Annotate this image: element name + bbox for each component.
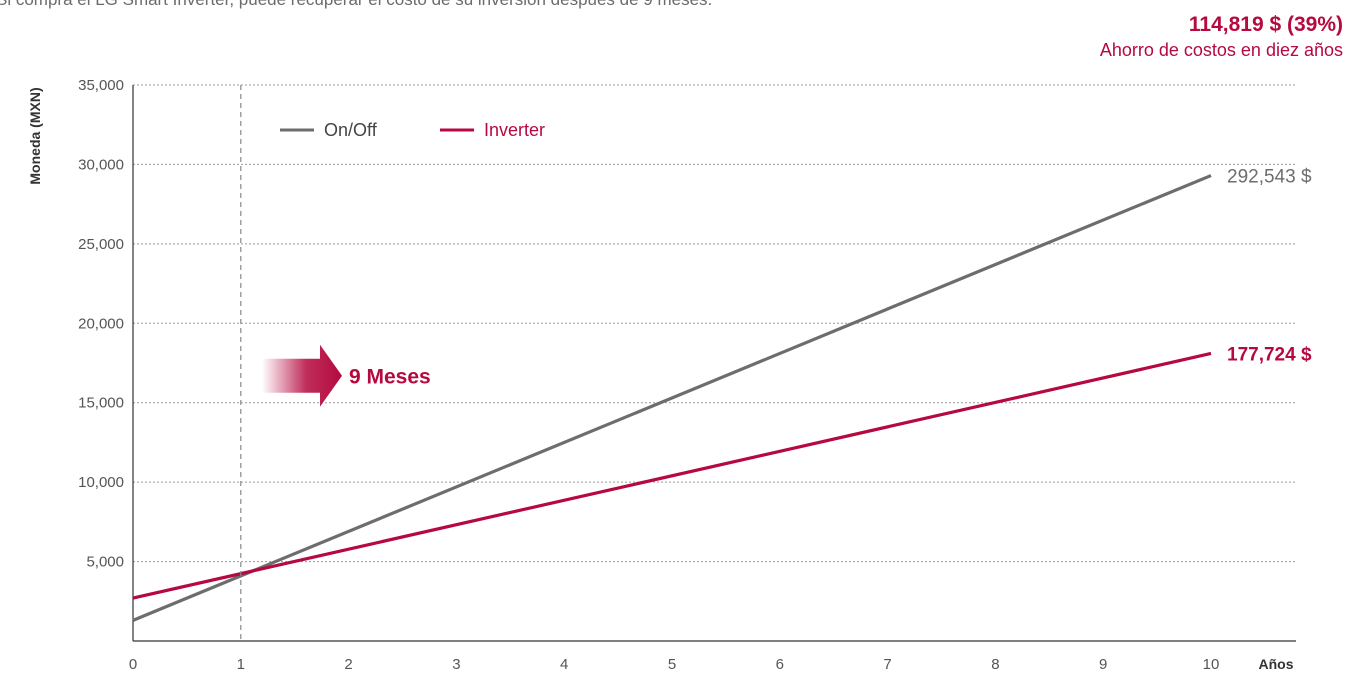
x-tick-label: 8	[991, 656, 999, 673]
savings-label: Ahorro de costos en diez años	[1099, 40, 1343, 60]
x-tick-label: 6	[776, 656, 784, 673]
x-tick-label: 7	[883, 656, 891, 673]
series-end-label: 177,724 $	[1227, 344, 1312, 365]
y-tick-label: 20,000	[78, 315, 124, 332]
y-axis-title: Moneda (MXN)	[27, 87, 43, 184]
x-tick-label: 10	[1203, 656, 1220, 673]
savings-callout: 114,819 $ (39%) Ahorro de costos en diez…	[1100, 12, 1343, 62]
y-tick-label: 25,000	[78, 236, 124, 253]
x-tick-label: 5	[668, 656, 676, 673]
x-tick-label: 3	[452, 656, 460, 673]
series-end-label: 292,543 $	[1227, 167, 1312, 188]
legend-label: Inverter	[484, 120, 545, 140]
y-tick-label: 5,000	[86, 554, 124, 571]
arrow-icon	[262, 344, 342, 407]
x-axis-title: Años	[1259, 656, 1294, 672]
grid-layer	[133, 84, 1296, 563]
y-tick-label: 10,000	[78, 474, 124, 491]
legend-layer: On/Off Inverter	[280, 120, 545, 140]
series-line-on-off	[132, 174, 1212, 622]
y-tick-label: 15,000	[78, 395, 124, 412]
x-tick-label: 4	[560, 656, 568, 673]
x-tick-label: 9	[1099, 656, 1107, 673]
annotation-layer: 9 Meses	[240, 85, 431, 641]
series-layer: 292,543 $ 177,724 $	[132, 167, 1312, 622]
x-tick-label: 0	[129, 656, 137, 673]
arrow-label: 9 Meses	[349, 366, 431, 389]
axes-layer: 5,000 10,000 15,000 20,000 25,000 30,000 35,00…	[27, 77, 1296, 673]
savings-amount: 114,819 $ (39%)	[1188, 13, 1343, 36]
x-tick-label: 1	[237, 656, 245, 673]
legend-label: On/Off	[324, 120, 378, 140]
y-tick-label: 30,000	[78, 156, 124, 173]
series-line-inverter	[132, 351, 1212, 600]
intro-text: Si compra el LG Smart Inverter, puede re…	[0, 0, 712, 10]
x-tick-label: 2	[344, 656, 352, 673]
y-tick-label: 35,000	[78, 77, 124, 94]
